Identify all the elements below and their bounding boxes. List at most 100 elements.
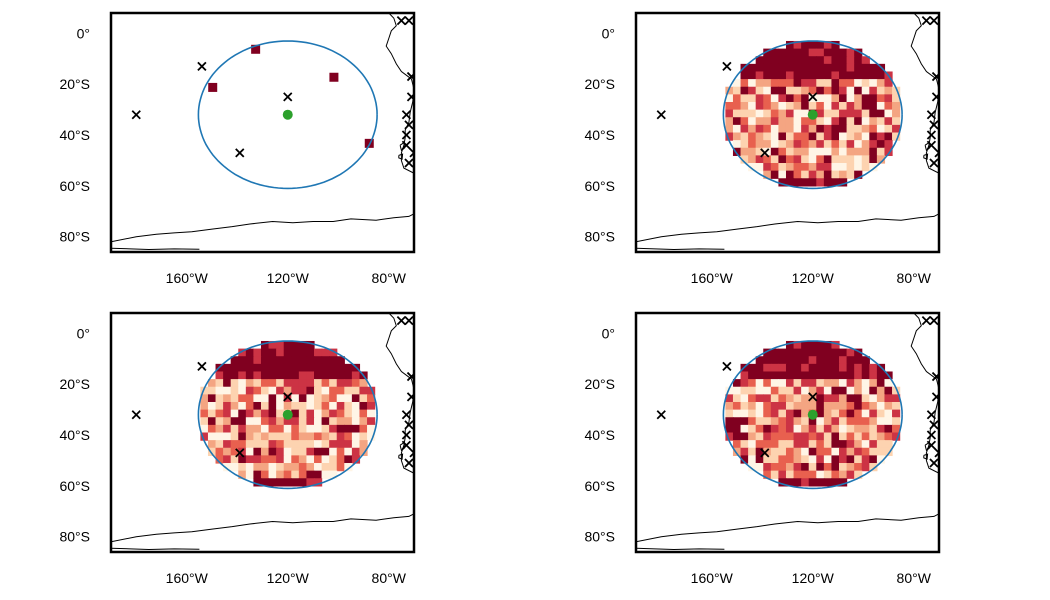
heatmap-cell: [283, 463, 292, 472]
heatmap-cell: [298, 348, 308, 357]
heatmap-cell: [839, 117, 848, 126]
x-marker: [940, 431, 948, 439]
heatmap-cell: [831, 470, 840, 479]
heatmap-cell: [230, 417, 239, 426]
heatmap-cell: [755, 63, 764, 73]
heatmap-cell: [238, 371, 247, 380]
heatmap-cell: [336, 394, 345, 403]
heatmap-cell: [351, 394, 361, 403]
heatmap-cell: [291, 470, 300, 479]
heatmap-cell: [801, 79, 810, 88]
heatmap-cell: [839, 470, 848, 479]
heatmap-cell: [314, 470, 323, 479]
heatmap-cell: [748, 447, 757, 456]
heatmap-cell: [770, 63, 780, 73]
coastline-antarctica-bottom: [111, 547, 200, 551]
heatmap-cell: [276, 455, 285, 464]
heatmap-cell: [823, 132, 833, 141]
heatmap-cell: [846, 124, 855, 134]
heatmap-cell: [306, 432, 315, 441]
heatmap-cell: [329, 424, 338, 434]
heatmap-cell: [740, 86, 749, 95]
heatmap-cell: [785, 40, 795, 50]
heatmap-cell: [336, 371, 345, 380]
heatmap-cell: [200, 432, 209, 441]
heatmap-cell: [823, 147, 833, 156]
heatmap-cell: [770, 94, 780, 103]
heatmap-cell: [283, 394, 292, 403]
heatmap-cell: [831, 379, 840, 388]
heatmap-cell: [876, 94, 886, 103]
heatmap-cell: [748, 63, 757, 73]
heatmap-cell: [359, 432, 368, 441]
heatmap-cell: [253, 455, 262, 464]
heatmap-cell: [876, 379, 886, 388]
heatmap-cell: [785, 48, 795, 57]
heatmap-cell: [831, 348, 840, 357]
heatmap-cell: [808, 101, 817, 111]
heatmap-cell: [298, 447, 308, 456]
heatmap-cell: [755, 455, 764, 464]
heatmap-cell: [785, 71, 795, 80]
heatmap-cell: [276, 379, 285, 388]
heatmap-cell: [298, 379, 308, 388]
heatmap-cell: [755, 109, 764, 118]
heatmap-cell: [831, 94, 840, 103]
heatmap-cell: [823, 386, 833, 395]
heatmap-cell: [748, 455, 757, 464]
heatmap-cell: [854, 147, 863, 156]
heatmap-cell: [785, 432, 795, 441]
heatmap-cell: [748, 124, 757, 134]
heatmap-cell: [755, 132, 764, 141]
heatmap-cell: [329, 447, 338, 456]
heatmap-cell: [200, 424, 209, 434]
heatmap-cell: [291, 417, 300, 426]
heatmap-cell: [291, 409, 300, 418]
heatmap-cell: [793, 470, 802, 479]
x-marker: [929, 15, 939, 26]
heatmap-cell: [306, 463, 315, 472]
heatmap-cell: [755, 417, 764, 426]
heatmap-cell: [260, 432, 270, 441]
heatmap-cell: [793, 455, 802, 464]
heatmap-cell: [876, 417, 886, 426]
heatmap-cell: [816, 79, 825, 88]
heatmap-cell: [223, 363, 232, 373]
heatmap-cell: [740, 147, 749, 156]
heatmap-cell: [732, 124, 742, 134]
heatmap-cell: [763, 432, 772, 441]
x-marker: [406, 92, 414, 102]
heatmap-cell: [816, 140, 825, 149]
heatmap-cell: [763, 163, 772, 172]
heatmap-cell: [748, 371, 757, 380]
heatmap-cell: [854, 463, 863, 472]
x-marker: [409, 448, 414, 458]
heatmap-cell: [869, 417, 878, 426]
heatmap-cell: [732, 394, 742, 403]
heatmap-cell: [816, 124, 825, 134]
heatmap-cell: [846, 409, 855, 418]
heatmap-cell: [778, 432, 787, 441]
x-marker: [929, 458, 939, 468]
heatmap-cell: [291, 455, 300, 464]
heatmap-cell: [336, 409, 345, 418]
heatmap-cell: [755, 117, 764, 126]
heatmap-cell: [846, 379, 855, 388]
center-marker: [807, 109, 818, 120]
heatmap-cell: [854, 363, 863, 373]
heatmap-cell: [763, 394, 772, 403]
coastline-antarctica: [636, 493, 939, 543]
heatmap-cell: [208, 82, 218, 92]
heatmap-cell: [732, 432, 742, 441]
heatmap-cell: [351, 440, 361, 449]
heatmap-cell: [748, 363, 757, 373]
heatmap-cell: [793, 48, 802, 57]
heatmap-cell: [306, 356, 315, 365]
heatmap-cell: [778, 463, 787, 472]
heatmap-cell: [876, 86, 886, 95]
heatmap-cell: [839, 94, 848, 103]
heatmap-cell: [245, 424, 255, 434]
heatmap-cell: [321, 447, 330, 456]
heatmap-cell: [230, 440, 239, 449]
heatmap-cell: [207, 417, 217, 426]
